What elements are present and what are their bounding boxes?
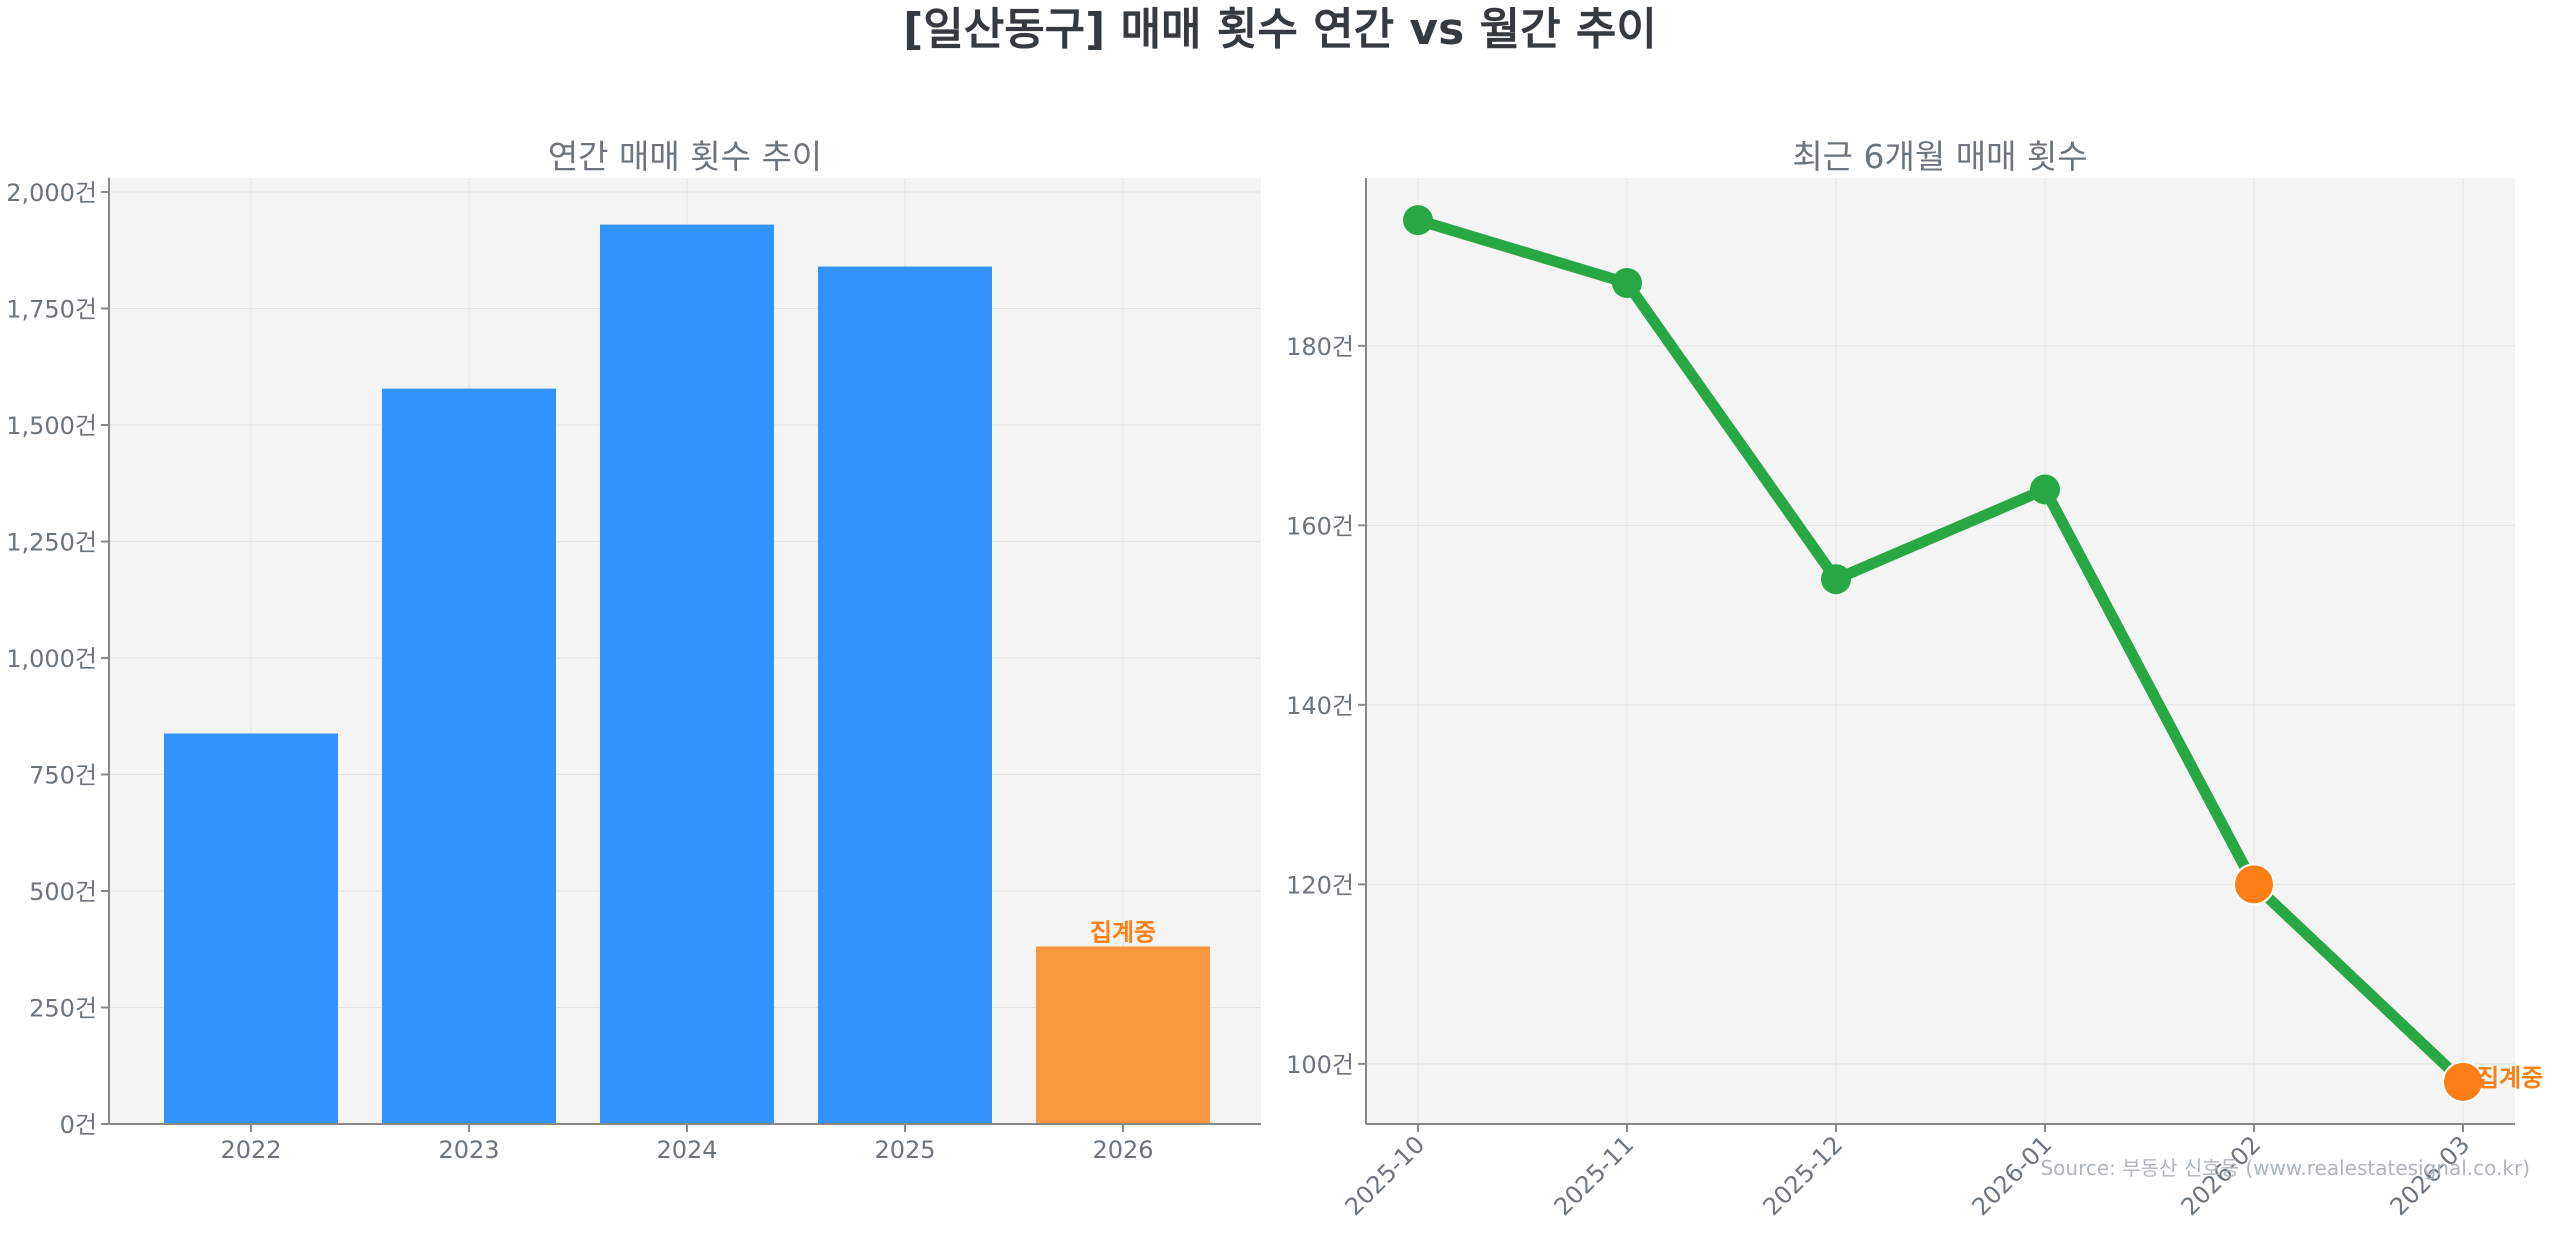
x-tick-label: 2024 <box>656 1136 717 1164</box>
plot-area <box>1366 178 2515 1124</box>
figure-title: [일산동구] 매매 횟수 연간 vs 월간 추이 <box>903 4 1657 55</box>
annual-bar-chart: 집계중 0건 250건 500건 750건 1,000건 1,250건 1,500건 1,75… <box>6 137 1261 1164</box>
data-point-2025-11 <box>1612 268 1642 299</box>
x-tick-label: 2022 <box>220 1136 281 1164</box>
monthly-chart-title: 최근 6개월 매매 횟수 <box>1792 137 2087 176</box>
grid-lines <box>1366 178 2515 1124</box>
x-tick-label: 2025-12 <box>1758 1130 1849 1221</box>
y-tick-label: 500건 <box>29 878 97 906</box>
bar-2025 <box>818 266 992 1124</box>
bar-annotation: 집계중 <box>1090 918 1156 946</box>
source-watermark: Source: 부동산 신호등 (www.realestatesignal.co… <box>2040 1156 2530 1180</box>
data-point-2026-02 <box>2233 863 2275 906</box>
y-tick-label: 2,000건 <box>6 179 97 207</box>
x-tick-label: 2025 <box>874 1136 935 1164</box>
y-tick-label: 100건 <box>1286 1051 1354 1079</box>
bar-2024 <box>600 224 774 1125</box>
x-tick-label: 2025-11 <box>1549 1130 1640 1221</box>
data-point-2026-03 <box>2442 1060 2484 1103</box>
series-line <box>1412 214 2469 1088</box>
y-tick-label: 1,250건 <box>6 528 97 556</box>
point-annotation: 집계중 <box>2477 1064 2543 1092</box>
series: 집계중 <box>1403 205 2543 1103</box>
y-tick-label: 250건 <box>29 994 97 1022</box>
x-tick-label: 2025-10 <box>1340 1130 1431 1221</box>
bars: 집계중 <box>164 224 1210 1125</box>
y-tick-label: 140건 <box>1286 692 1354 720</box>
x-tick-label: 2023 <box>438 1136 499 1164</box>
data-point-2025-10 <box>1403 205 1433 236</box>
data-point-2025-12 <box>1821 564 1851 595</box>
data-point-2026-01 <box>2030 474 2060 505</box>
y-tick-label: 1,000건 <box>6 645 97 673</box>
y-tick-label: 1,750건 <box>6 295 97 323</box>
y-tick-labels: 0건 250건 500건 750건 1,000건 1,250건 1,500건 1,750건 2,… <box>6 179 109 1139</box>
y-tick-label: 180건 <box>1286 333 1354 361</box>
bar-2022 <box>164 733 338 1124</box>
bar-2026 <box>1036 946 1210 1124</box>
y-tick-label: 750건 <box>29 761 97 789</box>
x-tick-labels: 2022 2023 2024 2025 2026 <box>220 1124 1154 1164</box>
monthly-line-chart: 집계중 100건 120건 140건 160건 180건 2025-10 2025-11 2… <box>1286 137 2543 1221</box>
y-tick-label: 0건 <box>60 1111 97 1139</box>
y-tick-label: 120건 <box>1286 871 1354 899</box>
x-tick-label: 2026 <box>1092 1136 1153 1164</box>
y-tick-label: 1,500건 <box>6 412 97 440</box>
y-tick-labels: 100건 120건 140건 160건 180건 <box>1286 333 1366 1079</box>
annual-chart-title: 연간 매매 횟수 추이 <box>548 137 822 176</box>
bar-2023 <box>382 388 556 1124</box>
y-tick-label: 160건 <box>1286 512 1354 540</box>
